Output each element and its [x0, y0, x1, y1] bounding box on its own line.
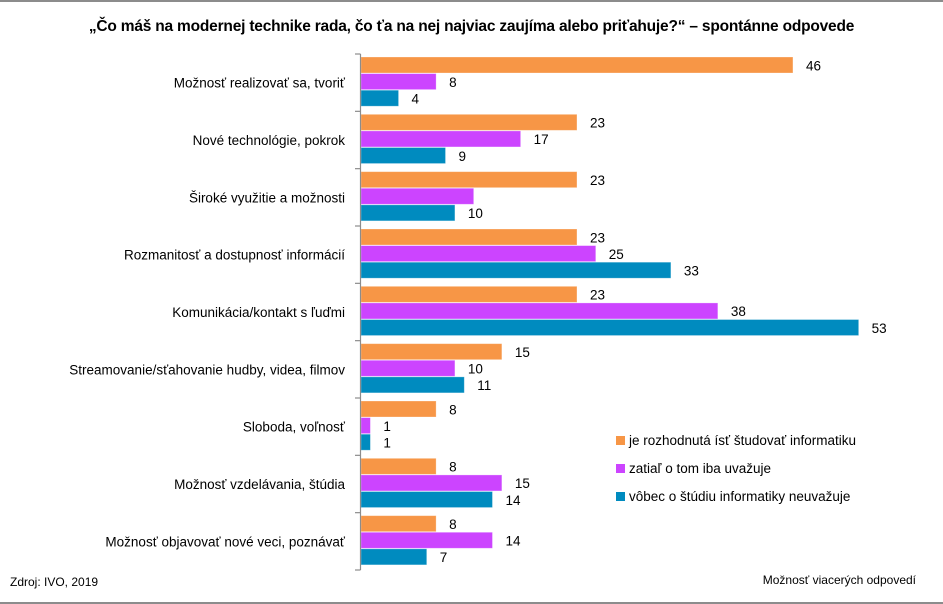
- data-label: 8: [449, 460, 457, 475]
- bar-decided: [360, 56, 794, 74]
- legend-label: zatiaľ o tom iba uvažuje: [629, 460, 772, 476]
- bar-not-considering: [360, 147, 446, 164]
- multiple-answers-note: Možnosť viacerých odpovedí: [762, 573, 916, 587]
- data-label: 1: [383, 436, 391, 451]
- bar-considering: [360, 302, 719, 320]
- bottom-border: [0, 602, 943, 604]
- chart-title: „Čo máš na modernej technike rada, čo ťa…: [88, 18, 855, 35]
- bar-decided: [360, 515, 437, 533]
- data-label: 33: [684, 264, 699, 279]
- data-label: 10: [468, 206, 483, 221]
- legend: je rozhodnutá ísť študovať informatiku z…: [616, 426, 856, 510]
- data-label: 8: [449, 517, 457, 532]
- category-label: Komunikácia/kontakt s ľuďmi: [172, 305, 345, 320]
- data-label: 15: [515, 476, 530, 491]
- data-label: 14: [505, 493, 521, 508]
- data-label: 11: [477, 378, 491, 393]
- category-label: Možnosť vzdelávania, štúdia: [174, 477, 345, 492]
- data-label: 23: [590, 116, 605, 131]
- legend-swatch-orange: [616, 435, 625, 445]
- bar-considering: [360, 73, 437, 90]
- data-label: 25: [609, 247, 624, 262]
- bar-decided: [360, 171, 578, 189]
- legend-label: je rozhodnutá ísť študovať informatiku: [629, 432, 856, 448]
- y-axis: [355, 53, 362, 571]
- bar-not-considering: [360, 548, 428, 566]
- data-label: 14: [505, 534, 521, 549]
- bar-not-considering: [360, 204, 456, 222]
- bar-not-considering: [360, 491, 493, 508]
- category-label: Možnosť realizovať sa, tvoriť: [174, 76, 346, 91]
- bar-decided: [360, 113, 578, 131]
- legend-label: vôbec o štúdiu informatiky neuvažuje: [629, 488, 851, 504]
- bar-considering: [360, 130, 522, 148]
- data-label: 4: [412, 92, 420, 107]
- bar-decided: [360, 343, 503, 361]
- data-label: 10: [468, 362, 483, 377]
- bar-considering: [360, 187, 475, 205]
- bar-not-considering: [360, 319, 860, 336]
- bar-decided: [360, 400, 437, 418]
- data-label: 8: [449, 75, 457, 90]
- legend-item-decided: je rozhodnutá ísť študovať informatiku: [616, 426, 856, 454]
- source-note: Zdroj: IVO, 2019: [10, 575, 99, 589]
- bar-not-considering: [360, 261, 672, 279]
- data-label: 8: [449, 402, 457, 417]
- category-label: Široké využitie a možnosti: [189, 190, 345, 205]
- bar-not-considering: [360, 433, 371, 451]
- bar-considering: [360, 531, 493, 549]
- category-label: Sloboda, voľnosť: [243, 420, 346, 435]
- bar-not-considering: [360, 89, 399, 107]
- labels-layer: Možnosť realizovať sa, tvoriť 46 8 4 Nové te…: [69, 58, 886, 565]
- data-label: 1: [383, 419, 391, 434]
- data-label: 53: [872, 321, 887, 336]
- bar-decided: [360, 285, 578, 303]
- category-label: Nové technológie, pokrok: [193, 133, 346, 148]
- legend-swatch-magenta: [616, 463, 625, 473]
- data-label: 23: [590, 288, 605, 303]
- bar-considering: [360, 417, 371, 435]
- bar-considering: [360, 474, 503, 492]
- bars-layer: [360, 56, 860, 566]
- top-border: [0, 0, 943, 2]
- bar-decided: [360, 457, 437, 475]
- category-label: Rozmanitosť a dostupnosť informácií: [124, 248, 345, 263]
- data-label: 23: [590, 173, 605, 188]
- data-label: 23: [590, 230, 605, 245]
- bar-considering: [360, 245, 597, 263]
- bar-decided: [360, 228, 578, 246]
- data-label: 17: [534, 132, 549, 147]
- legend-item-not-considering: vôbec o štúdiu informatiky neuvažuje: [616, 482, 856, 510]
- category-label: Možnosť objavovať nové veci, poznávať: [105, 534, 346, 549]
- category-label: Streamovanie/sťahovanie hudby, videa, fi…: [69, 362, 345, 377]
- data-label: 38: [731, 304, 746, 319]
- legend-swatch-blue: [616, 491, 625, 501]
- data-label: 9: [459, 149, 467, 164]
- legend-item-considering: zatiaľ o tom iba uvažuje: [616, 454, 856, 482]
- bar-not-considering: [360, 376, 465, 394]
- bar-considering: [360, 359, 456, 377]
- data-label: 15: [515, 345, 530, 360]
- data-label: 7: [440, 550, 448, 565]
- data-label: 46: [806, 58, 821, 73]
